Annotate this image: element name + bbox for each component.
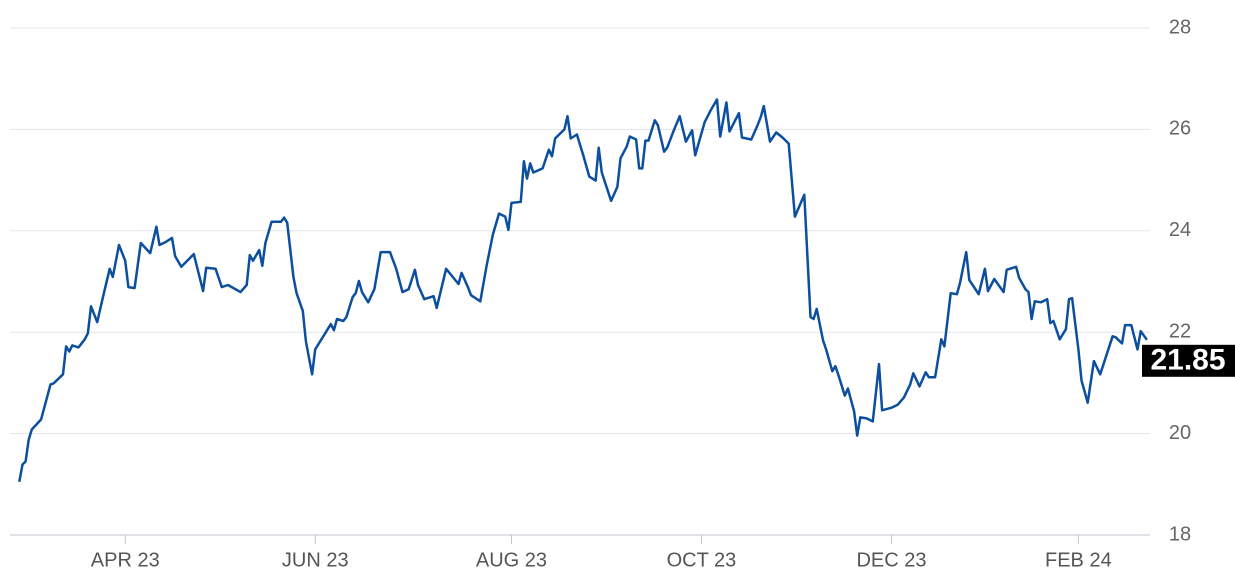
last-value-badge bbox=[1142, 344, 1235, 377]
y-tick-label: 26 bbox=[1169, 118, 1191, 140]
y-tick-label: 18 bbox=[1169, 523, 1191, 545]
x-tick-label: DEC 23 bbox=[856, 549, 926, 571]
last-value-label: 21.85 bbox=[1150, 344, 1225, 377]
y-tick-label: 28 bbox=[1169, 16, 1191, 38]
x-tick-label: AUG 23 bbox=[476, 549, 547, 571]
price-line bbox=[18, 98, 1148, 483]
x-tick-label: JUN 23 bbox=[282, 549, 349, 571]
y-tick-label: 22 bbox=[1169, 320, 1191, 342]
x-tick-label: FEB 24 bbox=[1045, 549, 1112, 571]
x-tick-label: APR 23 bbox=[91, 549, 160, 571]
x-tick-label: OCT 23 bbox=[667, 549, 737, 571]
y-tick-label: 24 bbox=[1169, 219, 1191, 241]
y-tick-label: 20 bbox=[1169, 422, 1191, 444]
